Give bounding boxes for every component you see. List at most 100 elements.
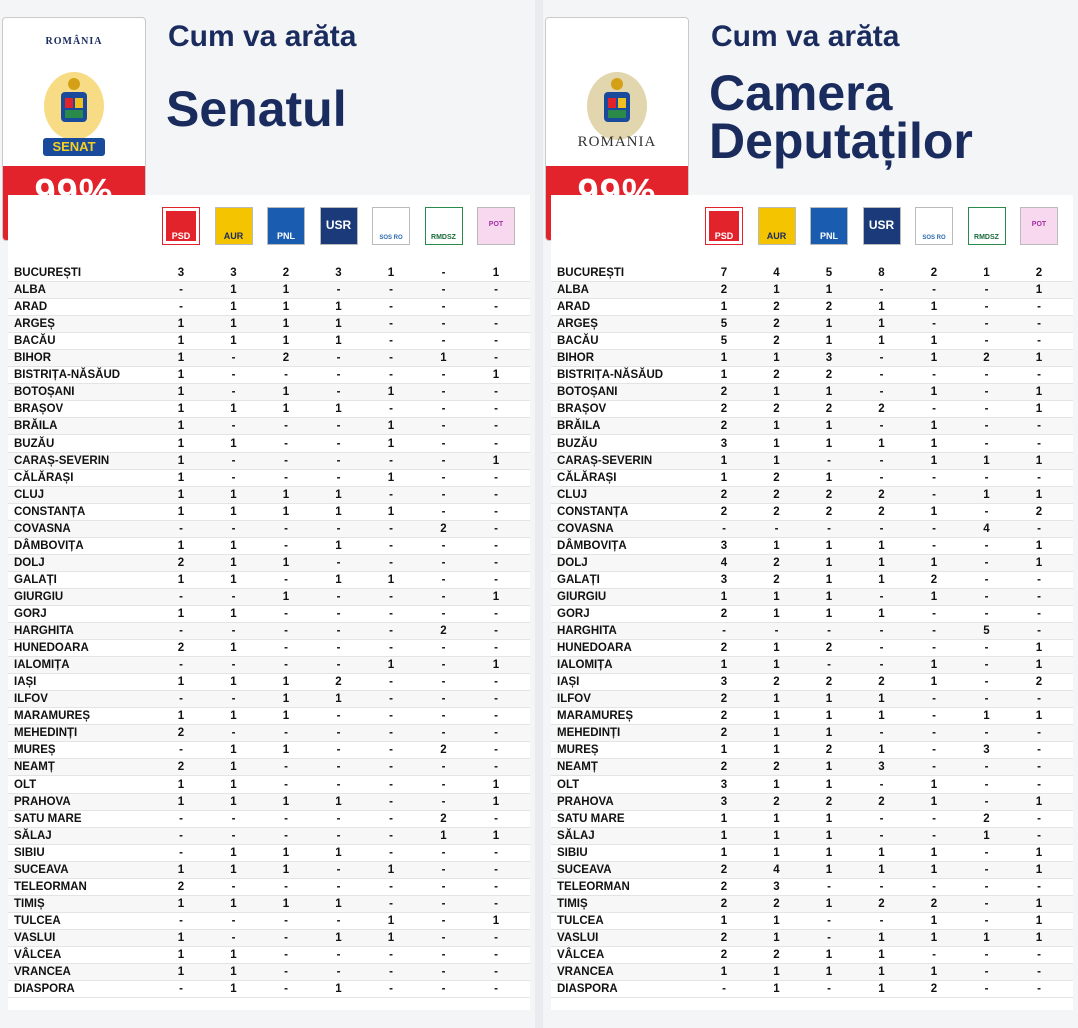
county-name: TELEORMAN (557, 880, 630, 893)
seat-count: - (441, 778, 446, 791)
seat-count: 2 (720, 880, 728, 893)
seat-count: 1 (930, 676, 938, 689)
seat-count: 1 (1035, 454, 1043, 467)
seat-count: 1 (282, 897, 290, 910)
seat-count: - (441, 931, 446, 944)
seat-count: - (1037, 471, 1041, 484)
seat-count: - (1037, 880, 1041, 893)
seat-count: 1 (335, 488, 342, 501)
seat-count: 2 (440, 522, 447, 535)
seat-count: 1 (230, 608, 237, 620)
county-name: SIBIU (14, 846, 45, 859)
table-row: DOLJ 4 2 1 1 1 - 1 (551, 554, 1073, 572)
seat-count: - (231, 352, 236, 365)
seat-count: - (441, 897, 446, 910)
seat-count: 1 (878, 318, 885, 331)
seat-count: - (879, 420, 884, 433)
seat-count: 1 (230, 539, 237, 552)
seat-count: 2 (825, 676, 833, 689)
seat-count: 2 (773, 488, 780, 501)
seat-count: - (336, 454, 341, 467)
seat-count: - (879, 659, 884, 672)
seat-count: - (932, 812, 936, 825)
seat-count: 1 (177, 505, 185, 518)
table-row: MARAMUREȘ 1 1 1 - - - - (8, 708, 530, 726)
seat-count: 1 (773, 352, 780, 365)
seat-count: - (389, 318, 393, 331)
table-row: OLT 1 1 - - - - 1 (8, 777, 530, 794)
seat-count: - (336, 914, 341, 927)
seat-count: - (231, 522, 236, 535)
seat-count: 1 (930, 590, 938, 603)
seat-count: 1 (387, 931, 395, 944)
results-table: PSD AUR PNL USR SOS RO RMDSZ POT BUCUREȘTI 7 4 5 8 2… (551, 195, 1073, 1010)
seat-count: 1 (930, 386, 938, 399)
seat-count: 1 (440, 352, 447, 365)
seat-count: - (932, 608, 936, 620)
seat-count: 1 (230, 863, 237, 876)
seat-count: - (494, 693, 498, 706)
county-name: DIASPORA (557, 983, 618, 996)
table-row: HARGHITA - - - - - 5 - (551, 623, 1073, 641)
seat-count: - (984, 880, 989, 893)
county-name: CĂLĂRAȘI (557, 471, 617, 484)
seat-count: - (722, 625, 726, 638)
table-row: GIURGIU - - 1 - - - 1 (8, 588, 530, 606)
table-row: NEAMȚ 2 1 - - - - - (8, 759, 530, 777)
seat-count: 1 (773, 608, 780, 620)
seat-count: - (494, 812, 498, 825)
seat-count: 1 (825, 812, 833, 825)
seat-count: 1 (825, 761, 833, 774)
seat-count: - (441, 710, 446, 723)
table-row: VASLUI 2 1 - 1 1 1 1 (551, 929, 1073, 947)
table-row: CLUJ 1 1 1 1 - - - (8, 486, 530, 504)
seat-count: - (879, 625, 884, 638)
seat-count: 1 (387, 386, 395, 399)
table-row: OLT 3 1 1 - 1 - - (551, 777, 1073, 794)
county-name: BACĂU (14, 335, 56, 348)
seat-count: - (494, 710, 498, 723)
seat-count: - (179, 522, 183, 535)
seat-count: 1 (825, 556, 833, 569)
seat-count: 1 (177, 335, 185, 348)
seat-count: - (494, 573, 498, 586)
seat-count: 1 (230, 897, 237, 910)
seat-count: - (827, 522, 831, 535)
seat-count: 5 (983, 625, 990, 638)
seat-count: 1 (878, 335, 885, 348)
seat-count: 1 (440, 829, 447, 842)
seat-count: 2 (720, 949, 728, 961)
seat-count: - (389, 454, 393, 467)
seat-count: - (932, 710, 936, 723)
county-name: SUCEAVA (557, 863, 612, 876)
seat-count: 2 (720, 420, 728, 433)
county-name: GORJ (14, 608, 47, 620)
seat-count: - (494, 488, 498, 501)
party-logo: PNL (267, 207, 305, 245)
seat-count: - (494, 539, 498, 552)
seat-count: 1 (387, 471, 395, 484)
seat-count: 1 (930, 966, 938, 979)
seat-count: - (441, 539, 446, 552)
seat-count: 2 (177, 556, 185, 569)
table-row: BIHOR 1 1 3 - 1 2 1 (551, 350, 1073, 368)
seat-count: 2 (983, 812, 990, 825)
seat-count: 2 (720, 863, 728, 876)
seat-count: 2 (720, 693, 728, 706)
table-row: VRANCEA 1 1 1 1 1 - - (551, 964, 1073, 982)
seat-count: 1 (177, 676, 185, 689)
seat-count: 1 (492, 778, 500, 791)
seat-count: 1 (878, 846, 885, 859)
table-row: CĂLĂRAȘI 1 2 1 - - - - (551, 470, 1073, 487)
seat-count: 1 (282, 556, 290, 569)
seat-count: - (231, 914, 236, 927)
seat-count: 1 (878, 983, 885, 996)
seat-count: - (336, 812, 341, 825)
county-name: BRĂILA (557, 420, 601, 433)
seat-count: 1 (825, 727, 833, 740)
seat-count: - (441, 471, 446, 484)
seat-count: 2 (1035, 505, 1043, 518)
seat-count: - (494, 471, 498, 484)
county-name: BOTOȘANI (557, 386, 618, 399)
seat-count: - (984, 846, 989, 859)
